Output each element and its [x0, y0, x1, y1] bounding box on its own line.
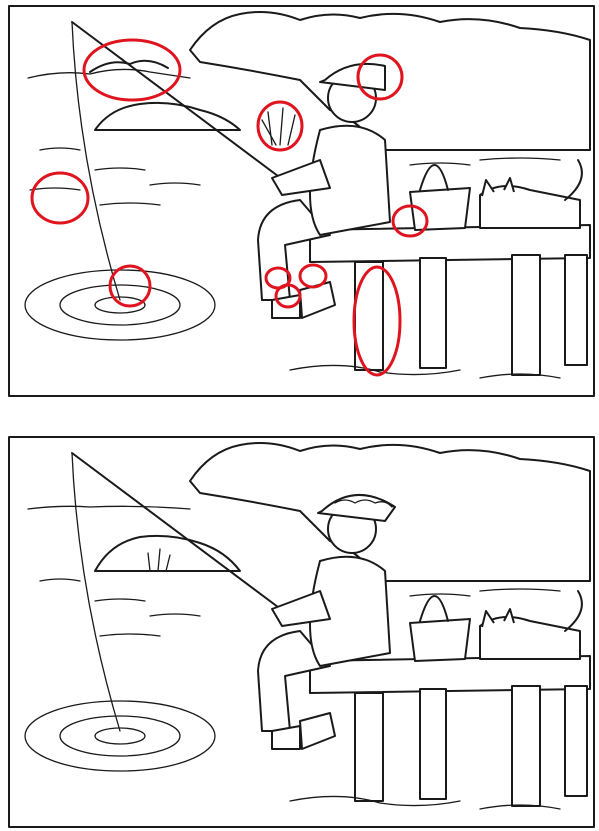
water-ripples — [39, 578, 561, 637]
difference-markers — [30, 38, 429, 377]
ripple-ring — [94, 727, 146, 745]
frame — [8, 5, 595, 397]
island-bush — [94, 534, 241, 572]
trees — [189, 11, 591, 151]
cat — [479, 590, 583, 660]
hills — [89, 59, 169, 73]
pier — [309, 224, 591, 376]
distant-shore — [27, 505, 191, 510]
ripple-ring — [94, 296, 146, 314]
diff-circle[interactable] — [352, 265, 402, 377]
diff-circle[interactable] — [274, 283, 302, 309]
diff-circle[interactable] — [82, 38, 182, 102]
diff-circle[interactable] — [298, 263, 328, 289]
pier-water — [289, 795, 561, 810]
basket — [409, 595, 471, 662]
pier-water — [289, 364, 561, 379]
reeds — [261, 107, 296, 146]
water-ripples — [29, 147, 561, 206]
top-picture-panel — [0, 0, 599, 400]
bottom-scene — [8, 436, 595, 828]
trees — [189, 442, 591, 582]
fishing-rod — [71, 452, 291, 617]
ripple-ring — [59, 284, 181, 326]
bottom-picture-panel — [0, 431, 599, 831]
cat — [479, 159, 583, 229]
fishing-rod — [71, 21, 291, 186]
fishing-line — [71, 21, 121, 301]
diff-circle[interactable] — [108, 264, 152, 308]
distant-shore — [27, 68, 191, 79]
scene-drawing — [8, 5, 595, 397]
frame — [8, 436, 595, 828]
reeds — [147, 548, 171, 572]
diff-circle[interactable] — [30, 171, 90, 225]
diff-circle[interactable] — [256, 100, 304, 152]
top-scene — [8, 5, 595, 397]
island-bush — [94, 101, 241, 131]
diff-circle[interactable] — [391, 204, 429, 238]
scene-drawing — [8, 436, 595, 828]
fishing-line — [71, 452, 121, 732]
boy — [257, 494, 396, 750]
ripple-ring — [59, 715, 181, 757]
diff-circle[interactable] — [356, 53, 404, 101]
pier — [309, 655, 591, 807]
boy — [257, 62, 391, 319]
ripple-ring — [24, 700, 216, 772]
basket — [409, 164, 471, 231]
